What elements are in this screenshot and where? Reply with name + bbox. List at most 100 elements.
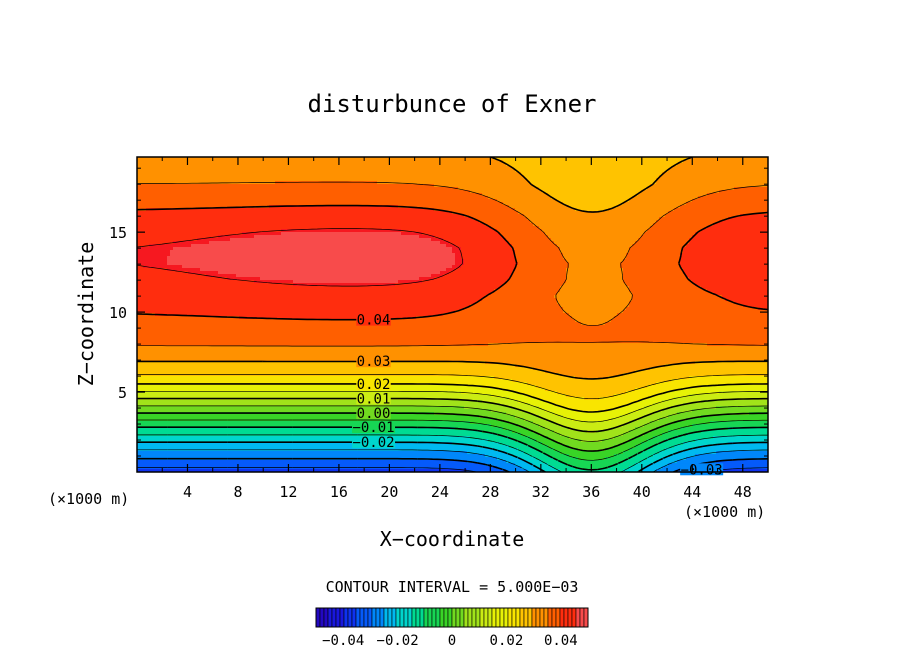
field-cell (146, 163, 150, 167)
field-cell (143, 367, 147, 371)
field-cell (152, 349, 156, 353)
field-cell (161, 214, 165, 218)
field-cell (137, 238, 141, 242)
field-cell (140, 298, 144, 302)
field-cell (149, 328, 153, 332)
field-cell (152, 460, 156, 464)
field-cell (167, 340, 171, 344)
field-cell (167, 322, 171, 326)
field-cell (146, 310, 150, 314)
field-cell (164, 331, 168, 335)
field-cell (137, 403, 141, 407)
field-cell (155, 415, 159, 419)
field-cell (152, 337, 156, 341)
field-cell (167, 220, 171, 224)
field-cell (152, 421, 156, 425)
field-cell (146, 388, 150, 392)
field-cell (155, 175, 159, 179)
field-cell (140, 445, 144, 449)
field-cell (149, 370, 153, 374)
field-cell (155, 379, 159, 383)
field-cell (161, 469, 165, 472)
field-cell (164, 202, 168, 206)
field-cell (143, 304, 147, 308)
field-cell (152, 244, 156, 248)
field-cell (164, 427, 168, 431)
field-cell (164, 163, 168, 167)
field-cell (137, 181, 141, 185)
field-cell (137, 400, 141, 404)
field-cell (167, 241, 171, 245)
field-cell (146, 424, 150, 428)
field-cell (167, 247, 171, 251)
field-cell (140, 352, 144, 356)
field-cell (158, 376, 162, 380)
field-cell (167, 166, 171, 170)
field-cell (155, 307, 159, 311)
field-cell (167, 436, 171, 440)
field-cell (143, 223, 147, 227)
field-cell (161, 163, 165, 167)
field-cell (146, 463, 150, 467)
field-cell (164, 361, 168, 365)
field-cell (170, 157, 174, 161)
field-cell (143, 385, 147, 389)
field-cell (167, 286, 171, 290)
field-cell (152, 328, 156, 332)
field-cell (140, 289, 144, 293)
field-cell (161, 232, 165, 236)
field-cell (149, 292, 153, 296)
field-cell (146, 325, 150, 329)
field-cell (149, 376, 153, 380)
field-cell (164, 352, 168, 356)
field-cell (155, 421, 159, 425)
field-cell (152, 436, 156, 440)
field-cell (149, 181, 153, 185)
field-cell (152, 196, 156, 200)
field-cell (140, 160, 144, 164)
field-cell (164, 406, 168, 410)
field-cell (152, 439, 156, 443)
field-cell (155, 406, 159, 410)
field-cell (146, 190, 150, 194)
field-cell (158, 421, 162, 425)
field-cell (170, 223, 174, 227)
field-cell (140, 454, 144, 458)
field-cell (149, 358, 153, 362)
field-cell (158, 232, 162, 236)
field-cell (158, 223, 162, 227)
field-cell (149, 157, 153, 161)
field-cell (149, 205, 153, 209)
field-cell (161, 346, 165, 350)
field-cell (137, 202, 141, 206)
field-cell (149, 217, 153, 221)
field-cell (146, 403, 150, 407)
field-cell (167, 376, 171, 380)
field-cell (155, 400, 159, 404)
field-cell (161, 424, 165, 428)
field-cell (149, 277, 153, 281)
field-cell (149, 319, 153, 323)
field-cell (155, 235, 159, 239)
field-cell (143, 451, 147, 455)
field-cell (155, 346, 159, 350)
field-cell (152, 424, 156, 428)
field-cell (149, 442, 153, 446)
field-cell (146, 181, 150, 185)
field-cell (155, 427, 159, 431)
field-cell (137, 256, 141, 260)
field-cell (152, 283, 156, 287)
field-cell (140, 214, 144, 218)
field-cell (161, 235, 165, 239)
field-cell (155, 178, 159, 182)
field-cell (143, 175, 147, 179)
field-cell (164, 310, 168, 314)
field-cell (143, 166, 147, 170)
field-cell (167, 190, 171, 194)
field-cell (164, 463, 168, 467)
field-cell (137, 265, 141, 269)
field-cell (146, 379, 150, 383)
field-cell (143, 343, 147, 347)
field-cell (155, 439, 159, 443)
field-cell (140, 286, 144, 290)
